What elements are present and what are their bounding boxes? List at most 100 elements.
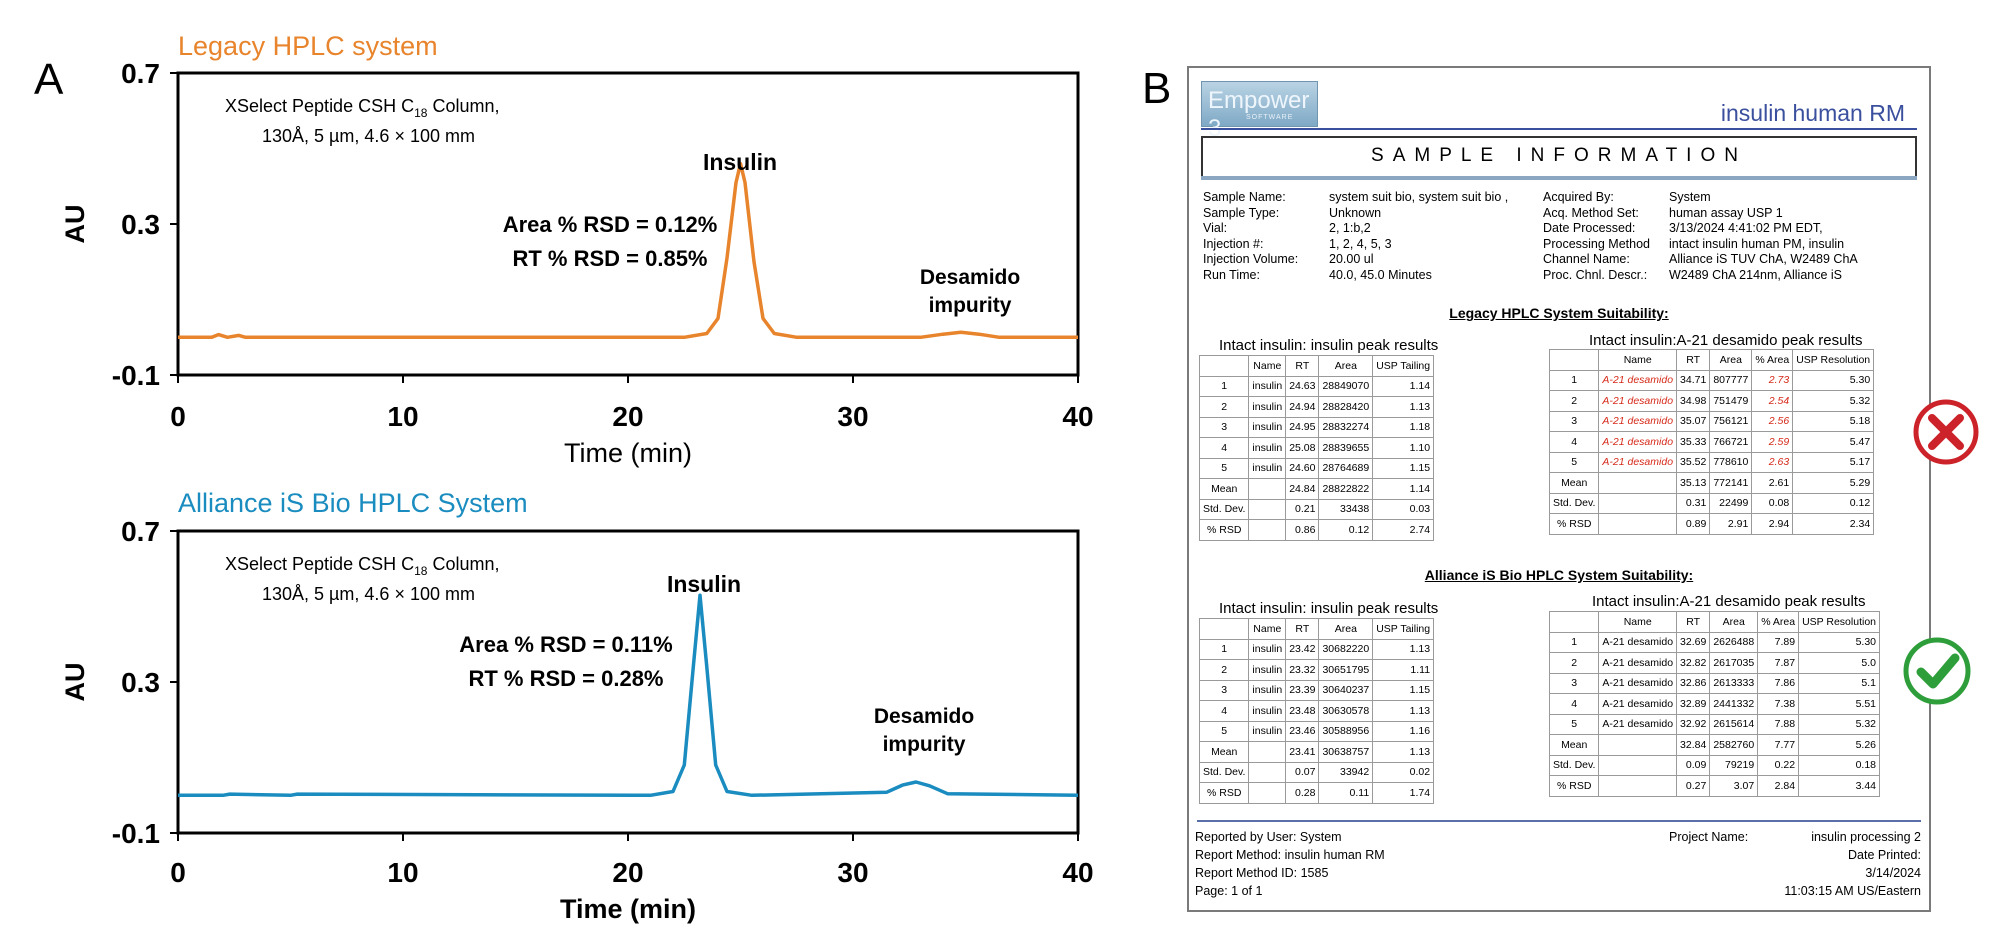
right-field-labels: Acquired By: Acq. Method Set: Date Process… [1543,190,1650,283]
list-line: Page: 1 of 1 [1195,884,1263,898]
table-header-row: Name RT Area USP Tailing [1198,355,1435,377]
table-cell: 751479 [1709,390,1753,412]
table-row: % RSD 0.28 0.11 1.74 [1198,782,1435,804]
table-cell: Std. Dev. [1548,492,1600,514]
list-line: Vial: [1203,221,1228,235]
y-tick-label: 0.7 [121,516,160,547]
table-cell [1248,782,1287,804]
table-cell: 30682220 [1318,638,1374,660]
table-row: Mean 35.13 772141 2.61 5.29 [1548,472,1875,494]
table-cell: 24.63 [1285,375,1320,397]
y-axis-label: AU [60,663,90,702]
table-cell: A-21 desamido [1598,431,1678,453]
title-rule [1201,128,1917,130]
table-cell: 24.84 [1285,478,1320,500]
table-row: 1 A-21 desamido 34.71 807777 2.73 5.30 [1548,369,1875,391]
table-cell: 778610 [1709,451,1753,473]
table-header-cell: Area [1709,611,1759,633]
desamido-peak-label: Desamido [874,705,974,728]
sample-information-rule [1201,176,1917,180]
table-cell: insulin [1248,679,1287,701]
table-cell: 35.33 [1676,431,1711,453]
x-tick-label: 0 [170,401,186,432]
table-cell: 5.26 [1798,734,1880,756]
table-header-row: Name RT Area USP Tailing [1198,618,1435,640]
left-field-labels: Sample Name: Sample Type: Vial: Injection #… [1203,190,1298,283]
fail-x-icon [1912,398,1980,466]
table-cell: A-21 desamido [1598,410,1678,432]
table-cell: 1.14 [1372,478,1435,500]
list-line: System [1669,190,1711,204]
legacy-insulin-caption: Intact insulin: insulin peak results [1219,337,1439,354]
table-row: 2 insulin 24.94 28828420 1.13 [1198,396,1435,418]
table-row: % RSD 0.86 0.12 2.74 [1198,519,1435,541]
table-cell: 32.84 [1676,734,1711,756]
table-cell: 2.34 [1792,513,1875,535]
table-cell: 2.73 [1751,369,1794,391]
x-tick-label: 10 [387,857,418,888]
list-line: 3/14/2024 [1865,866,1921,880]
rt-rsd-label: RT % RSD = 0.28% [468,666,663,691]
table-cell: 32.92 [1676,713,1711,735]
table-cell: 23.32 [1285,659,1320,681]
table-cell: 2441332 [1709,693,1759,715]
column-info-line2: 130Å, 5 µm, 4.6 × 100 mm [262,584,475,604]
table-cell: 2.61 [1751,472,1794,494]
table-cell: 0.03 [1372,498,1435,520]
list-line: 20.00 ul [1329,252,1374,266]
table-cell: Mean [1548,734,1600,756]
x-tick-label: 40 [1062,401,1093,432]
table-cell: 7.89 [1757,631,1800,653]
table-row: 5 insulin 23.46 30588956 1.16 [1198,720,1435,742]
table-header-cell: Name [1248,618,1287,640]
table-cell: 0.08 [1751,492,1794,514]
table-cell: 3.44 [1798,775,1880,797]
table-cell: % RSD [1198,519,1250,541]
table-cell: A-21 desamido [1598,672,1678,694]
table-cell: 24.95 [1285,416,1320,438]
legacy-desamido-caption: Intact insulin:A-21 desamido peak result… [1589,332,1863,349]
table-cell: insulin [1248,416,1287,438]
table-header-cell: RT [1285,618,1320,640]
table-cell: 34.98 [1676,390,1711,412]
alliance-desamido-table: Name RT Area% Area USP Resolution 1 A-21 desa… [1548,611,1880,797]
column-info-text: XSelect Peptide CSH C [225,96,414,116]
table-cell: 4 [1198,437,1250,459]
table-cell: 23.41 [1285,741,1320,763]
table-header-row: Name RT Area% Area USP Resolution [1548,349,1875,371]
table-row: 5 insulin 24.60 28764689 1.15 [1198,457,1435,479]
table-row: 2 A-21 desamido 34.98 751479 2.54 5.32 [1548,390,1875,412]
legacy-desamido-table: Name RT Area% Area USP Resolution 1 A-21 desa… [1548,349,1875,535]
table-cell: 2.74 [1372,519,1435,541]
table-cell: 5.18 [1792,410,1875,432]
right-field-values: System human assay USP 1 3/13/2024 4:41:02… [1669,190,1858,283]
table-cell: 0.27 [1676,775,1711,797]
table-header-cell [1548,349,1600,371]
table-cell: 1.15 [1372,457,1435,479]
table-cell: insulin [1248,638,1287,660]
list-line: 2, 1:b,2 [1329,221,1371,235]
table-cell: 1 [1548,631,1600,653]
table-cell: 0.86 [1285,519,1320,541]
table-cell: 1.16 [1372,720,1435,742]
table-row: 5 A-21 desamido 32.92 2615614 7.88 5.32 [1548,713,1880,735]
table-header-cell: Area [1318,355,1374,377]
table-row: Std. Dev. 0.21 33438 0.03 [1198,498,1435,520]
chart-title: Alliance iS Bio HPLC System [178,488,528,518]
table-cell: 0.89 [1676,513,1711,535]
y-tick-label: 0.7 [121,58,160,89]
table-cell: insulin [1248,720,1287,742]
table-cell: 32.69 [1676,631,1711,653]
table-cell: 7.88 [1757,713,1800,735]
panel-a-label: A [34,55,64,104]
table-header-cell: USP Tailing [1372,355,1435,377]
list-line: intact insulin human PM, insulin [1669,236,1845,251]
table-cell: 23.42 [1285,638,1320,660]
table-cell: insulin [1248,375,1287,397]
impurity-peak-label: impurity [883,733,966,756]
table-cell: 25.08 [1285,437,1320,459]
table-cell: 3 [1548,672,1600,694]
table-row: 2 insulin 23.32 30651795 1.11 [1198,659,1435,681]
insulin-peak-label: Insulin [667,571,741,597]
table-row: 2 A-21 desamido 32.82 2617035 7.87 5.0 [1548,652,1880,674]
